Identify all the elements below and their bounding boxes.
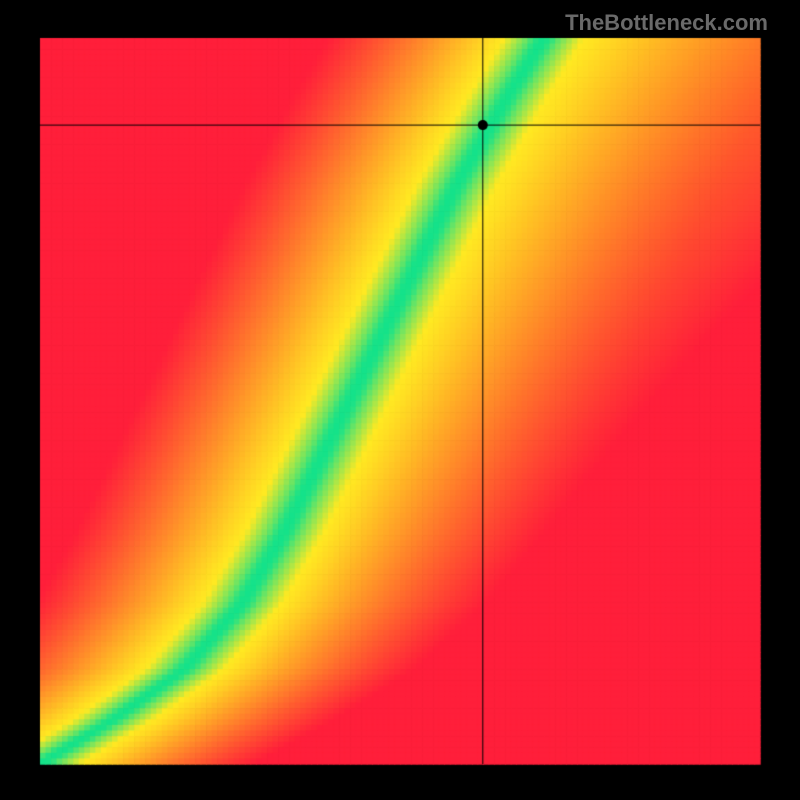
watermark-text: TheBottleneck.com <box>565 10 768 36</box>
bottleneck-heatmap <box>0 0 800 800</box>
